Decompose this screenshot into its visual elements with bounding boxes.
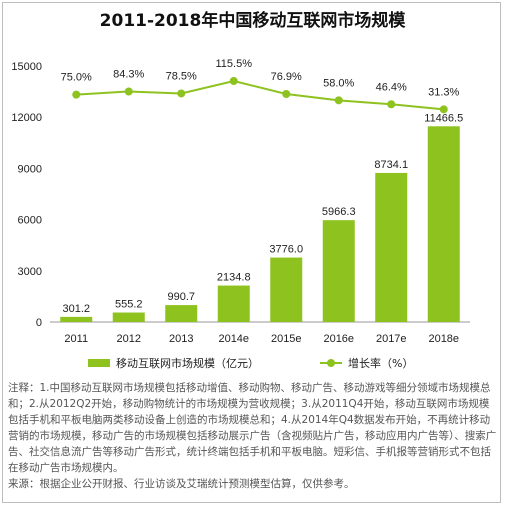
x-tick-label: 2016e xyxy=(323,333,354,345)
x-tick-label: 2017e xyxy=(376,333,407,345)
growth-point xyxy=(439,105,448,114)
growth-point xyxy=(177,89,186,98)
legend-bar-swatch xyxy=(88,359,110,367)
growth-value-label: 76.9% xyxy=(271,71,302,83)
growth-value-label: 75.0% xyxy=(61,72,92,84)
chart-title: 2011-2018年中国移动互联网市场规模 xyxy=(99,11,406,31)
x-tick-label: 2015e xyxy=(271,333,302,345)
bar xyxy=(427,126,460,322)
growth-value-label: 78.5% xyxy=(166,70,197,82)
notes: 注释：1.中国移动互联网市场规模包括移动增值、移动购物、移动广告、移动游戏等细分… xyxy=(8,380,498,492)
growth-point xyxy=(282,89,291,98)
y-tick-label: 9000 xyxy=(18,163,42,175)
growth-point xyxy=(124,87,133,96)
bar xyxy=(60,316,93,322)
growth-labels: 75.0% 84.3% 78.5% 115.5% 76.9% 58.0% 46.4% 31.3… xyxy=(61,58,460,98)
y-tick-label: 12000 xyxy=(11,112,42,124)
growth-value-label: 31.3% xyxy=(428,86,459,98)
legend-bar-label: 移动互联网市场规模（亿元） xyxy=(116,357,259,370)
bar-value-label: 2134.8 xyxy=(217,272,251,284)
bar-value-label: 3776.0 xyxy=(269,244,303,256)
growth-point xyxy=(72,90,81,99)
legend: 移动互联网市场规模（亿元） 增长率（%） xyxy=(0,355,505,373)
footnote-text: 注释：1.中国移动互联网市场规模包括移动增值、移动购物、移动广告、移动游戏等细分… xyxy=(8,382,497,474)
y-tick-label: 3000 xyxy=(18,266,42,278)
bar xyxy=(322,220,355,322)
x-tick-label: 2014e xyxy=(218,333,249,345)
legend-line-swatch xyxy=(320,359,342,367)
x-tick-label: 2012 xyxy=(117,333,141,345)
bar-value-label: 301.2 xyxy=(62,303,90,315)
bar-value-label: 555.2 xyxy=(115,299,143,311)
y-tick-label: 6000 xyxy=(18,215,42,227)
chart-svg: 0 3000 6000 9000 12000 15000 2011 2012 2013 2014e… xyxy=(11,58,470,345)
bar xyxy=(270,257,303,322)
x-tick-label: 2013 xyxy=(169,333,193,345)
legend-line-label: 增长率（%） xyxy=(348,357,414,370)
bar-value-label: 11466.5 xyxy=(424,112,463,124)
growth-point xyxy=(334,96,343,105)
bar-value-label: 8734.1 xyxy=(374,159,408,171)
growth-value-label: 84.3% xyxy=(113,68,144,80)
growth-value-label: 46.4% xyxy=(376,81,407,93)
bar xyxy=(165,305,198,322)
legend-item-line: 增长率（%） xyxy=(320,355,413,371)
legend-item-bars: 移动互联网市场规模（亿元） xyxy=(88,355,259,371)
bar xyxy=(217,285,250,322)
growth-point xyxy=(229,76,238,85)
bar xyxy=(375,172,408,322)
growth-point xyxy=(387,100,396,109)
growth-value-label: 115.5% xyxy=(216,58,253,70)
bar-labels: 301.2 555.2 990.7 2134.8 3776.0 5966.3 8734.1 1… xyxy=(62,112,463,315)
x-tick-label: 2018e xyxy=(428,333,459,345)
growth-line xyxy=(76,79,444,111)
chart-frame xyxy=(2,2,501,503)
bar xyxy=(112,312,145,322)
bar-series xyxy=(60,126,460,322)
growth-value-label: 58.0% xyxy=(323,77,354,89)
bar-value-label: 990.7 xyxy=(167,291,195,303)
bar-value-label: 5966.3 xyxy=(322,206,356,218)
y-tick-label: 0 xyxy=(36,317,42,329)
x-tick-label: 2011 xyxy=(64,333,88,345)
chart-axes: 0 3000 6000 9000 12000 15000 2011 2012 2013 2014e… xyxy=(11,61,470,345)
growth-line-series xyxy=(72,76,448,114)
y-tick-label: 15000 xyxy=(11,61,42,73)
source-text: 来源：根据企业公开财报、行业访谈及艾瑞统计预测模型估算，仅供参考。 xyxy=(8,478,355,490)
